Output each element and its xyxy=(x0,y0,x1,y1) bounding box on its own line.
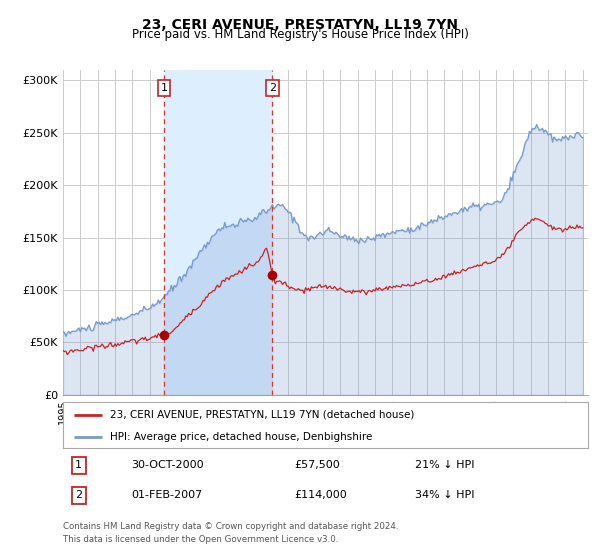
Text: 23, CERI AVENUE, PRESTATYN, LL19 7YN (detached house): 23, CERI AVENUE, PRESTATYN, LL19 7YN (de… xyxy=(110,410,415,420)
Text: Contains HM Land Registry data © Crown copyright and database right 2024.: Contains HM Land Registry data © Crown c… xyxy=(63,522,398,531)
Bar xyxy=(164,70,272,395)
Text: £57,500: £57,500 xyxy=(294,460,340,470)
Text: £114,000: £114,000 xyxy=(294,491,347,501)
Text: Price paid vs. HM Land Registry's House Price Index (HPI): Price paid vs. HM Land Registry's House … xyxy=(131,28,469,41)
Text: 23, CERI AVENUE, PRESTATYN, LL19 7YN: 23, CERI AVENUE, PRESTATYN, LL19 7YN xyxy=(142,18,458,32)
Text: 1: 1 xyxy=(161,83,167,93)
Text: 2: 2 xyxy=(75,491,82,501)
Text: 1: 1 xyxy=(75,460,82,470)
Text: HPI: Average price, detached house, Denbighshire: HPI: Average price, detached house, Denb… xyxy=(110,432,373,441)
Text: 2: 2 xyxy=(269,83,276,93)
Text: This data is licensed under the Open Government Licence v3.0.: This data is licensed under the Open Gov… xyxy=(63,534,338,544)
Text: 21% ↓ HPI: 21% ↓ HPI xyxy=(415,460,474,470)
Text: 01-FEB-2007: 01-FEB-2007 xyxy=(131,491,203,501)
Text: 34% ↓ HPI: 34% ↓ HPI xyxy=(415,491,474,501)
Text: 30-OCT-2000: 30-OCT-2000 xyxy=(131,460,204,470)
